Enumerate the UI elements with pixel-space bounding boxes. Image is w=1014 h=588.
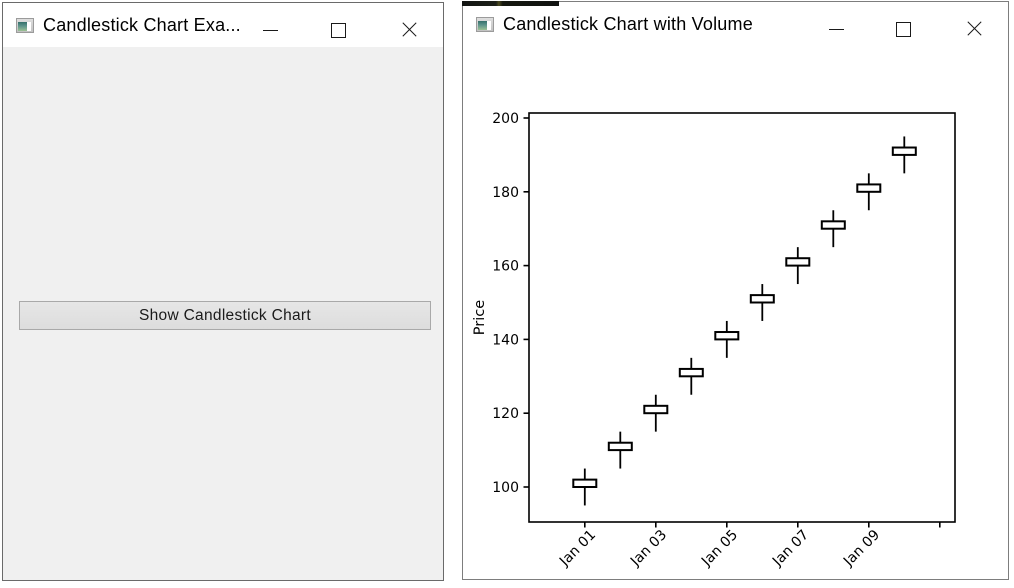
show-candlestick-chart-button[interactable]: Show Candlestick Chart <box>19 301 431 330</box>
right-window-title: Candlestick Chart with Volume <box>503 13 753 34</box>
figure-canvas: 100 120 140 160 180 200 Price Jan 01 Jan 03 Jan 0… <box>463 2 1008 579</box>
candle <box>714 320 740 358</box>
maximize-button[interactable] <box>888 14 918 44</box>
minimize-icon <box>828 28 844 30</box>
close-icon <box>401 22 418 39</box>
maximize-button[interactable] <box>323 15 353 45</box>
candle <box>891 136 917 174</box>
y-tick-label: 160 <box>492 259 519 275</box>
candle-body <box>820 220 846 230</box>
left-window: Candlestick Chart Exa... Show Candlestic… <box>2 2 444 581</box>
right-window-titlebar[interactable]: Candlestick Chart with Volume <box>463 2 1008 46</box>
y-axis-label: Price <box>472 300 488 335</box>
tk-app-icon <box>476 16 494 32</box>
candle-body <box>749 294 775 304</box>
candle <box>572 468 598 506</box>
candle <box>678 357 704 395</box>
plot-border <box>528 112 956 523</box>
x-tick-label: Jan 05 <box>698 527 741 570</box>
y-tick-label: 100 <box>492 480 519 496</box>
candle-body <box>891 146 917 156</box>
candlestick-chart: 100 120 140 160 180 200 Price Jan 01 Jan 03 Jan 0… <box>472 111 956 570</box>
minimize-icon <box>262 29 278 31</box>
maximize-icon <box>330 22 346 38</box>
candle-body <box>678 367 704 378</box>
candle <box>749 284 775 321</box>
x-tick-label: Jan 03 <box>627 527 670 570</box>
close-icon <box>966 21 983 38</box>
candle <box>785 247 811 285</box>
candle-body <box>856 183 882 193</box>
left-window-titlebar[interactable]: Candlestick Chart Exa... <box>3 3 443 47</box>
candle-body <box>785 257 811 267</box>
candle-body <box>607 441 633 452</box>
right-window: 100 120 140 160 180 200 Price Jan 01 Jan 03 Jan 0… <box>461 0 1009 580</box>
background-window-edge <box>461 0 559 6</box>
close-button[interactable] <box>394 15 424 45</box>
candle <box>607 431 633 469</box>
y-tick-label: 140 <box>492 332 519 348</box>
candle <box>856 173 882 211</box>
x-tick-label: Jan 09 <box>840 527 883 570</box>
x-tick-label: Jan 07 <box>769 527 812 570</box>
y-tick-label: 180 <box>492 185 519 201</box>
candle <box>820 210 846 248</box>
y-tick-label: 200 <box>492 111 519 127</box>
candle <box>643 394 669 432</box>
y-tick-label: 120 <box>492 406 519 422</box>
x-tick-label: Jan 01 <box>556 527 599 570</box>
candle-body <box>714 331 740 341</box>
candle-body <box>643 404 669 415</box>
tk-app-icon <box>16 17 34 33</box>
candle-body <box>572 478 598 488</box>
close-button[interactable] <box>959 14 989 44</box>
minimize-button[interactable] <box>821 14 851 44</box>
left-window-title: Candlestick Chart Exa... <box>43 14 241 35</box>
minimize-button[interactable] <box>255 15 285 45</box>
maximize-icon <box>895 21 911 37</box>
